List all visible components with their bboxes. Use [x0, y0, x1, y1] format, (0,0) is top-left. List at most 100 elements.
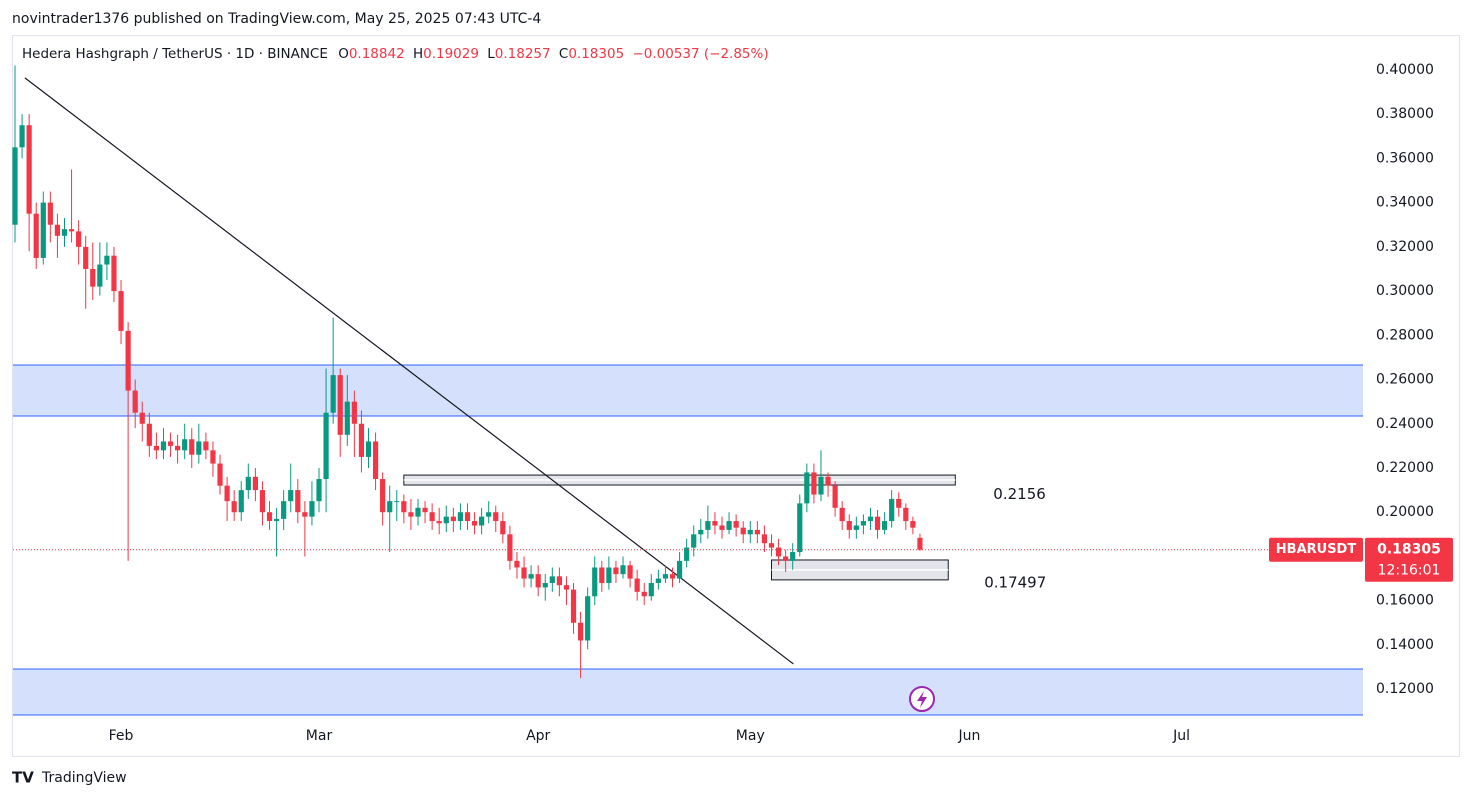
candle-body	[436, 521, 442, 524]
candle-body	[507, 534, 513, 561]
candle-body	[768, 543, 775, 548]
candle-body	[167, 441, 174, 446]
candle-body	[429, 512, 435, 522]
candle-body	[12, 147, 18, 225]
candle-body	[747, 529, 753, 535]
candle-body	[464, 512, 471, 522]
candle-body	[740, 527, 746, 535]
candle-body	[408, 512, 414, 517]
y-tick-label: 0.20000	[1376, 504, 1434, 520]
change: −0.00537 (−2.85%)	[632, 46, 768, 62]
candle-body	[641, 591, 647, 597]
h-letter: H	[413, 46, 423, 62]
candle-body	[125, 330, 131, 391]
candle-body	[705, 521, 711, 530]
candle-body	[196, 441, 202, 455]
candle-body	[139, 412, 145, 424]
candle-body	[153, 445, 159, 451]
candle-body	[175, 445, 181, 451]
candle-body	[797, 503, 803, 553]
price-tag: 0.18305	[1377, 542, 1441, 558]
y-tick-label: 0.22000	[1376, 460, 1434, 476]
y-tick-label: 0.16000	[1376, 593, 1434, 609]
brand-logo: TV	[12, 769, 34, 787]
candle-body	[818, 476, 824, 495]
o-value: 0.18842	[349, 46, 405, 62]
candle-body	[790, 552, 796, 561]
candle-body	[61, 229, 68, 236]
y-tick-label: 0.12000	[1376, 681, 1434, 697]
y-tick-label: 0.26000	[1376, 372, 1434, 388]
x-tick-label: Feb	[109, 728, 134, 744]
candle-body	[40, 202, 46, 258]
symbol: Hedera Hashgraph / TetherUS · 1D · BINAN…	[22, 46, 328, 62]
candle-body	[698, 529, 704, 535]
candle-body	[655, 578, 661, 583]
candle-body	[238, 490, 244, 513]
candle-body	[422, 507, 428, 513]
candle-body	[33, 213, 39, 258]
candle-body	[719, 525, 725, 530]
candle-body	[394, 501, 400, 503]
brand: TradingView	[41, 770, 127, 786]
candle-body	[471, 521, 478, 526]
l-letter: L	[487, 46, 495, 62]
candle-body	[563, 585, 570, 590]
c-value: 0.18305	[568, 46, 624, 62]
candle-body	[882, 521, 888, 530]
candle-body	[592, 567, 598, 597]
symbol-tag: HBARUSDT	[1276, 542, 1357, 557]
candle-body	[160, 441, 167, 451]
candle-body	[889, 498, 895, 522]
candle-body	[210, 450, 216, 464]
countdown: 12:16:01	[1378, 563, 1441, 579]
candle-body	[309, 501, 315, 517]
candle-body	[330, 375, 336, 413]
candle-body	[365, 441, 372, 457]
candle-body	[775, 547, 782, 557]
candle-body	[443, 516, 449, 524]
candle-body	[231, 501, 237, 513]
candle-body	[118, 291, 124, 331]
y-tick-label: 0.24000	[1376, 416, 1434, 432]
candle-body	[662, 574, 669, 579]
candle-body	[203, 441, 209, 451]
alert-bolt	[917, 691, 927, 708]
legend-line: Hedera Hashgraph / TetherUS · 1D · BINAN…	[22, 46, 769, 62]
candle-body	[903, 507, 909, 522]
candle-body	[224, 485, 230, 502]
candle-body	[182, 439, 188, 451]
candle-body	[288, 490, 294, 502]
y-tick-label: 0.40000	[1376, 62, 1434, 78]
candle-body	[189, 439, 195, 455]
candle-body	[273, 518, 280, 522]
candle-body	[627, 565, 633, 579]
candle-body	[479, 516, 485, 526]
candle-body	[493, 512, 499, 522]
candle-body	[613, 567, 619, 575]
candle-body	[132, 390, 138, 413]
x-tick-label: Apr	[526, 728, 550, 744]
published-line: novintrader1376 published on TradingView…	[12, 11, 541, 27]
candle-body	[146, 423, 152, 446]
candle-body	[811, 472, 817, 495]
candle-body	[691, 534, 697, 548]
candle-body	[316, 479, 322, 502]
candle-body	[266, 512, 273, 522]
candle-body	[570, 589, 577, 623]
candle-body	[344, 401, 350, 435]
x-tick-label: Mar	[306, 728, 333, 744]
plot-area: 0.120000.140000.160000.180000.200000.220…	[12, 62, 1453, 744]
zone	[13, 669, 1363, 715]
candle-body	[676, 560, 683, 579]
candle-body	[500, 521, 506, 535]
candle-body	[896, 498, 902, 508]
candle-body	[549, 576, 555, 583]
candle-body	[337, 375, 343, 435]
candle-body	[486, 512, 492, 517]
candle-body	[832, 485, 838, 508]
candle-body	[761, 534, 768, 544]
candle-body	[83, 246, 89, 269]
candle-body	[585, 596, 591, 641]
